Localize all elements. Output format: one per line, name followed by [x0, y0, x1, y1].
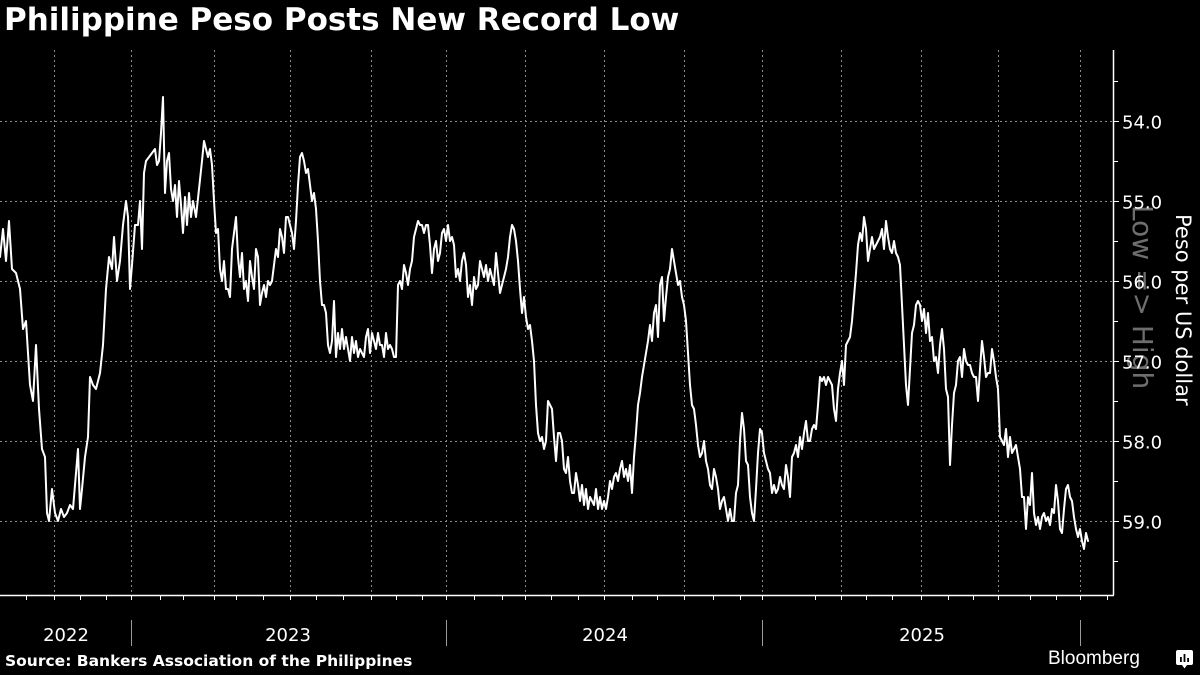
axes — [0, 50, 1115, 597]
y-tick-label: 58.0 — [1122, 433, 1162, 454]
x-year-label: 2023 — [265, 625, 311, 646]
series-line — [0, 96, 1089, 550]
x-year-label: 2025 — [899, 625, 945, 646]
y-tick-label: 56.0 — [1122, 273, 1162, 294]
bloomberg-chart-icon — [1176, 650, 1193, 669]
y-tick-label: 59.0 — [1122, 513, 1162, 534]
low-high-annotation-text: Low => High — [1126, 205, 1159, 389]
x-year-label: 2024 — [582, 625, 628, 646]
y-tick-label: 54.0 — [1122, 113, 1162, 134]
vertical-gridlines — [54, 50, 1081, 595]
y-axis-title: Peso per US dollar — [1171, 214, 1195, 406]
peso-series — [0, 96, 1089, 550]
chart-title: Philippine Peso Posts New Record Low — [4, 2, 680, 38]
y-axis-label: Peso per US dollar — [1171, 214, 1195, 406]
y-tick-label: 55.0 — [1122, 193, 1162, 214]
bloomberg-logo: Bloomberg — [1048, 648, 1140, 669]
source-note: Source: Bankers Association of the Phili… — [5, 652, 413, 670]
x-axis-ticks: 2022 2023 2024 2025 — [26, 595, 1108, 646]
y-tick-label: 57.0 — [1122, 353, 1162, 374]
x-year-label: 2022 — [43, 625, 89, 646]
low-high-annotation: Low => High — [1126, 205, 1159, 389]
y-axis-ticks: 54.0 55.0 56.0 57.0 58.0 59.0 — [1113, 81, 1162, 562]
